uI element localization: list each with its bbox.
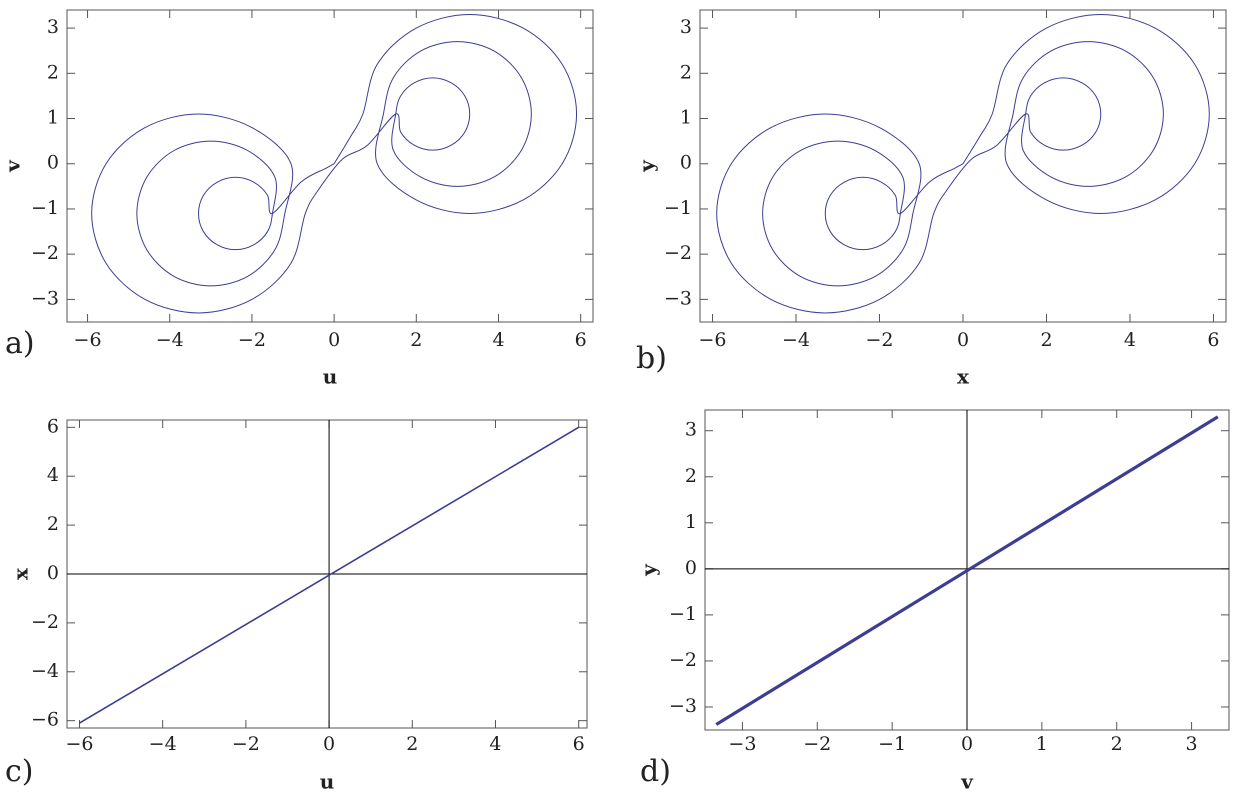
y-axis-label: y [635,159,659,173]
y-axis-label: y [637,563,661,577]
y-tick-label: −1 [669,603,697,625]
x-tick-label: 1 [1036,733,1048,755]
x-tick-label: 4 [489,733,501,755]
y-tick-label: −2 [664,242,692,264]
x-tick-label: 0 [957,329,969,351]
panel-label: b) [636,341,667,376]
x-tick-label: −6 [65,733,93,755]
x-axis-label: u [323,365,338,389]
y-tick-label: 2 [685,465,697,487]
data-line [716,14,1210,314]
chart-panel: −3 −2 −1 0 1 2 3 −3 −2 −1 0 1 2 3 v y d) [637,409,1230,794]
data-line [79,426,580,724]
x-tick-label: −2 [232,733,260,755]
chart-panel: −6 −4 −2 0 2 4 6 −3 −2 −1 0 1 2 3 u v a) [1,9,594,389]
y-tick-label: 0 [47,152,59,174]
y-tick-label: −3 [31,287,59,309]
y-tick-label: −6 [31,709,59,731]
y-tick-label: 1 [685,511,697,533]
x-axis-label: x [957,365,970,389]
y-tick-label: 1 [680,107,692,129]
x-tick-label: 2 [1111,733,1123,755]
chart-panel: −6 −4 −2 0 2 4 6 −3 −2 −1 0 1 2 3 x y b) [635,9,1227,389]
x-tick-label: −2 [866,329,894,351]
x-tick-label: −4 [156,329,184,351]
y-tick-label: 2 [47,513,59,535]
y-tick-label: 3 [47,16,59,38]
plot-frame [66,9,594,323]
x-tick-label: −3 [728,733,756,755]
x-tick-label: 6 [575,329,587,351]
y-tick-label: −1 [31,197,59,219]
y-tick-label: 3 [685,419,697,441]
x-tick-label: 4 [1124,329,1136,351]
chart-panel: −6 −4 −2 0 2 4 6 −6 −4 −2 0 2 4 6 u x c) [5,415,588,794]
x-tick-label: −6 [74,329,102,351]
x-tick-label: 6 [573,733,585,755]
x-tick-label: 4 [492,329,504,351]
x-tick-label: 3 [1186,733,1198,755]
x-tick-label: 0 [961,733,973,755]
x-tick-label: −4 [149,733,177,755]
y-tick-label: 1 [47,107,59,129]
panel-label: c) [5,754,34,789]
y-tick-label: −2 [669,649,697,671]
y-tick-label: 0 [680,152,692,174]
y-tick-label: 6 [47,415,59,437]
x-tick-label: −2 [238,329,266,351]
y-tick-label: −2 [31,242,59,264]
x-tick-label: 0 [323,733,335,755]
y-tick-label: 2 [680,61,692,83]
x-tick-label: 6 [1207,329,1219,351]
y-tick-label: 4 [47,464,59,486]
panel-label: a) [5,326,35,361]
x-tick-label: 2 [410,329,422,351]
y-tick-label: −3 [664,287,692,309]
x-tick-label: −1 [878,733,906,755]
x-tick-label: 2 [406,733,418,755]
panel-label: d) [640,754,671,789]
x-tick-label: −2 [803,733,831,755]
y-tick-label: −4 [31,660,59,682]
y-tick-label: 0 [685,557,697,579]
plot-frame [699,9,1227,323]
y-tick-label: 0 [47,562,59,584]
x-axis-label: u [320,770,335,794]
data-line [91,14,578,314]
y-axis-label: x [9,567,33,580]
y-axis-label: v [1,159,25,173]
x-tick-label: −4 [782,329,810,351]
y-tick-label: 3 [680,16,692,38]
data-line [715,415,1219,726]
x-tick-label: −6 [699,329,727,351]
x-tick-label: 2 [1040,329,1052,351]
y-tick-label: −2 [31,611,59,633]
x-tick-label: 0 [328,329,340,351]
x-axis-label: v [960,770,974,794]
y-tick-label: −3 [669,695,697,717]
y-tick-label: 2 [47,61,59,83]
y-tick-label: −1 [664,197,692,219]
